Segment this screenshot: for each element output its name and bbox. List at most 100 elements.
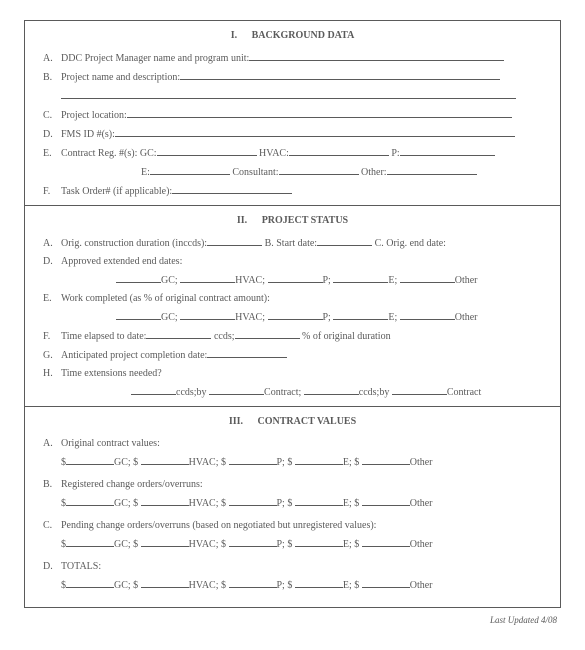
bg-f-letter: F. (43, 185, 61, 199)
row-cv-a2: $GC; $ HVAC; $ P; $ E; $ Other (43, 453, 542, 472)
ps-e2-hvac: HVAC; (235, 312, 265, 323)
blank-field[interactable] (146, 329, 211, 339)
row-ps-d: D. Approved extended end dates: (43, 253, 542, 271)
cv-e: E; $ (343, 539, 359, 550)
blank-field[interactable] (387, 165, 477, 175)
cv-other: Other (410, 539, 433, 550)
blank-field[interactable] (180, 70, 500, 80)
cv-a-letter: A. (43, 437, 61, 451)
blank-field[interactable] (127, 108, 512, 118)
cv-a-label: Original contract values: (61, 438, 160, 449)
cv-d-letter: D. (43, 560, 61, 574)
ps-h-label: Time extensions needed? (61, 368, 162, 379)
blank-field[interactable] (207, 348, 287, 358)
blank-field[interactable] (115, 127, 515, 137)
blank-field[interactable] (249, 51, 504, 61)
blank-field[interactable] (279, 165, 359, 175)
blank-field[interactable] (66, 537, 114, 547)
blank-field[interactable] (362, 578, 410, 588)
cv-other: Other (410, 580, 433, 591)
blank-field[interactable] (141, 455, 189, 465)
ps-d-letter: D. (43, 255, 61, 269)
row-ps-h: H. Time extensions needed? (43, 365, 542, 383)
bg-e2-e: E: (141, 167, 150, 178)
blank-field[interactable] (304, 385, 359, 395)
blank-field[interactable] (400, 310, 455, 320)
cv-b-label: Registered change orders/overruns: (61, 479, 203, 490)
blank-field[interactable] (180, 310, 235, 320)
cv-hvac: HVAC; $ (189, 498, 226, 509)
row-cv-d: D. TOTALS: (43, 558, 542, 576)
blank-field[interactable] (229, 496, 277, 506)
blank-field[interactable] (141, 496, 189, 506)
bg-d-label: FMS ID #(s): (61, 129, 115, 140)
blank-field[interactable] (180, 273, 235, 283)
blank-field[interactable] (235, 329, 300, 339)
blank-field[interactable] (131, 385, 176, 395)
blank-field[interactable] (268, 310, 323, 320)
blank-field[interactable] (400, 146, 495, 156)
blank-field[interactable] (295, 455, 343, 465)
row-cv-b2: $GC; $ HVAC; $ P; $ E; $ Other (43, 494, 542, 513)
blank-field[interactable] (392, 385, 447, 395)
ps-a-b: B. Start date: (265, 238, 318, 249)
blank-field[interactable] (333, 310, 388, 320)
blank-field[interactable] (229, 578, 277, 588)
blank-field[interactable] (150, 165, 230, 175)
blank-field[interactable] (116, 310, 161, 320)
ps-d2-other: Other (455, 275, 478, 286)
row-ps-f: F. Time elapsed to date: ccds; % of orig… (43, 327, 542, 346)
blank-field[interactable] (141, 578, 189, 588)
ps-f-pct: % of original duration (302, 331, 391, 342)
blank-field[interactable] (400, 273, 455, 283)
cv-b-letter: B. (43, 478, 61, 492)
blank-field[interactable] (66, 578, 114, 588)
row-bg-f: F. Task Order# (if applicable): (43, 182, 542, 201)
blank-field[interactable] (172, 184, 292, 194)
blank-field[interactable] (295, 496, 343, 506)
blank-field[interactable] (289, 146, 389, 156)
blank-field[interactable] (116, 273, 161, 283)
ps-f-letter: F. (43, 330, 61, 344)
row-cv-c: C. Pending change orders/overruns (based… (43, 517, 542, 535)
blank-field[interactable] (66, 455, 114, 465)
blank-field[interactable] (268, 273, 323, 283)
blank-field[interactable] (229, 537, 277, 547)
bg-b-letter: B. (43, 71, 61, 85)
row-bg-e2: E: Consultant: Other: (43, 163, 542, 182)
bg-e2-consultant: Consultant: (232, 167, 278, 178)
blank-field[interactable] (295, 578, 343, 588)
blank-field[interactable] (362, 496, 410, 506)
blank-field[interactable] (317, 236, 372, 246)
blank-field[interactable] (362, 537, 410, 547)
section-2-content: A. Orig. construction duration (inccds):… (25, 234, 560, 402)
blank-field[interactable] (229, 455, 277, 465)
row-cv-a: A. Original contract values: (43, 435, 542, 453)
blank-field[interactable] (61, 89, 516, 99)
row-ps-e: E. Work completed (as % of original cont… (43, 290, 542, 308)
cv-p: P; $ (277, 498, 293, 509)
bg-e-letter: E. (43, 147, 61, 161)
ps-h2-ccdsby: ccds;by (176, 387, 207, 398)
blank-field[interactable] (362, 455, 410, 465)
blank-field[interactable] (157, 146, 257, 156)
section-3-title: CONTRACT VALUES (258, 416, 357, 427)
blank-field[interactable] (207, 236, 262, 246)
bg-f-label: Task Order# (if applicable): (61, 186, 172, 197)
row-bg-e: E. Contract Reg. #(s): GC: HVAC: P: (43, 144, 542, 163)
cv-p: P; $ (277, 580, 293, 591)
cv-gc: GC; $ (114, 498, 138, 509)
cv-gc: GC; $ (114, 539, 138, 550)
ps-d2-hvac: HVAC; (235, 275, 265, 286)
blank-field[interactable] (209, 385, 264, 395)
blank-field[interactable] (141, 537, 189, 547)
blank-field[interactable] (295, 537, 343, 547)
section-3-num: III. (229, 415, 243, 429)
blank-field[interactable] (66, 496, 114, 506)
ps-e-letter: E. (43, 292, 61, 306)
ps-e2-p: P; (323, 312, 331, 323)
ps-d2-p: P; (323, 275, 331, 286)
cv-hvac: HVAC; $ (189, 580, 226, 591)
blank-field[interactable] (333, 273, 388, 283)
bg-e-label: Contract Reg. #(s): GC: (61, 148, 157, 159)
